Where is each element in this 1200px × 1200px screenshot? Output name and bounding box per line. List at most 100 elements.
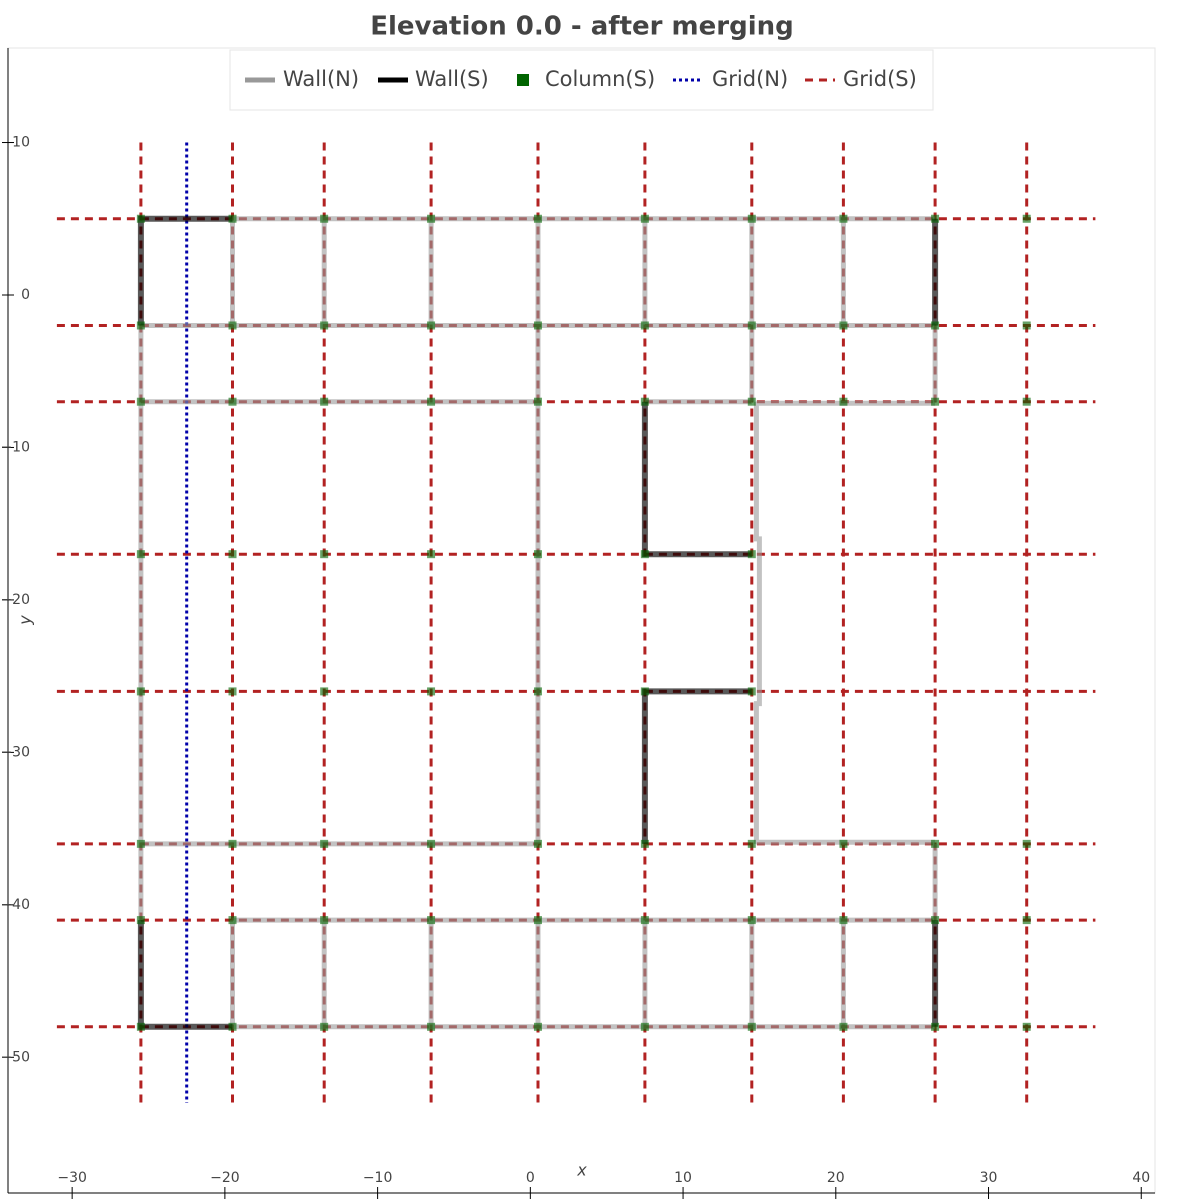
- column: [320, 321, 329, 330]
- legend-label: Column(S): [545, 67, 655, 91]
- column: [640, 321, 649, 330]
- y-tick-label: −20: [0, 592, 30, 608]
- column: [136, 397, 145, 406]
- column: [533, 397, 542, 406]
- legend: [229, 49, 934, 111]
- column: [136, 550, 145, 559]
- column: [839, 839, 848, 848]
- column: [640, 214, 649, 223]
- column: [427, 550, 436, 559]
- column: [136, 687, 145, 696]
- x-tick-label: 10: [674, 1170, 692, 1186]
- chart-title: Elevation 0.0 - after merging: [370, 12, 794, 42]
- column: [747, 550, 756, 559]
- x-tick-label: −10: [363, 1170, 393, 1186]
- y-tick-label: −50: [0, 1049, 30, 1065]
- column: [839, 916, 848, 925]
- y-axis-label: y: [16, 615, 35, 626]
- column: [533, 321, 542, 330]
- column: [747, 839, 756, 848]
- column: [427, 397, 436, 406]
- x-tick-label: 0: [526, 1170, 535, 1186]
- column: [533, 687, 542, 696]
- column: [320, 839, 329, 848]
- column: [228, 916, 237, 925]
- column: [533, 550, 542, 559]
- y-tick-label: 10: [12, 135, 30, 151]
- y-tick-label: −30: [0, 744, 30, 760]
- column: [427, 214, 436, 223]
- y-tick-label: 0: [21, 287, 30, 303]
- column: [839, 321, 848, 330]
- column: [320, 214, 329, 223]
- x-axis-label: x: [576, 1161, 587, 1180]
- y-tick-label: −10: [0, 439, 30, 455]
- column: [839, 397, 848, 406]
- column: [228, 397, 237, 406]
- column: [320, 916, 329, 925]
- column: [747, 397, 756, 406]
- column: [747, 687, 756, 696]
- column: [320, 1022, 329, 1031]
- x-tick-label: −30: [57, 1170, 87, 1186]
- y-tick-label: −40: [0, 897, 30, 913]
- column: [228, 214, 237, 223]
- column: [427, 839, 436, 848]
- x-tick-label: 40: [1132, 1170, 1150, 1186]
- x-tick-label: 20: [827, 1170, 845, 1186]
- column: [640, 916, 649, 925]
- column: [839, 214, 848, 223]
- column: [427, 687, 436, 696]
- column: [320, 550, 329, 559]
- column: [228, 550, 237, 559]
- column: [747, 214, 756, 223]
- column: [931, 321, 940, 330]
- column: [136, 916, 145, 925]
- column: [1022, 397, 1031, 406]
- column: [427, 1022, 436, 1031]
- column: [839, 1022, 848, 1031]
- column: [640, 687, 649, 696]
- column: [533, 214, 542, 223]
- legend-glyph: [517, 74, 529, 86]
- column: [136, 1022, 145, 1031]
- plot-frame: [7, 47, 1156, 1194]
- column: [320, 687, 329, 696]
- column: [427, 916, 436, 925]
- column: [1022, 214, 1031, 223]
- x-tick-label: 30: [980, 1170, 998, 1186]
- legend-label: Grid(N): [712, 67, 788, 91]
- column: [228, 321, 237, 330]
- column: [1022, 839, 1031, 848]
- column: [640, 839, 649, 848]
- column: [931, 916, 940, 925]
- column: [640, 397, 649, 406]
- legend-label: Grid(S): [843, 67, 917, 91]
- column: [228, 839, 237, 848]
- column: [747, 321, 756, 330]
- column: [533, 839, 542, 848]
- column: [931, 214, 940, 223]
- column: [320, 397, 329, 406]
- column: [533, 916, 542, 925]
- legend-label: Wall(S): [415, 67, 489, 91]
- column: [136, 839, 145, 848]
- column: [427, 321, 436, 330]
- column: [1022, 916, 1031, 925]
- column: [228, 687, 237, 696]
- x-tick-label: −20: [210, 1170, 240, 1186]
- column: [931, 839, 940, 848]
- column: [1022, 1022, 1031, 1031]
- column: [640, 550, 649, 559]
- column: [533, 1022, 542, 1031]
- column: [136, 214, 145, 223]
- column: [136, 321, 145, 330]
- column: [931, 397, 940, 406]
- legend-label: Wall(N): [283, 67, 359, 91]
- column: [228, 1022, 237, 1031]
- column: [747, 1022, 756, 1031]
- column: [1022, 321, 1031, 330]
- column: [747, 916, 756, 925]
